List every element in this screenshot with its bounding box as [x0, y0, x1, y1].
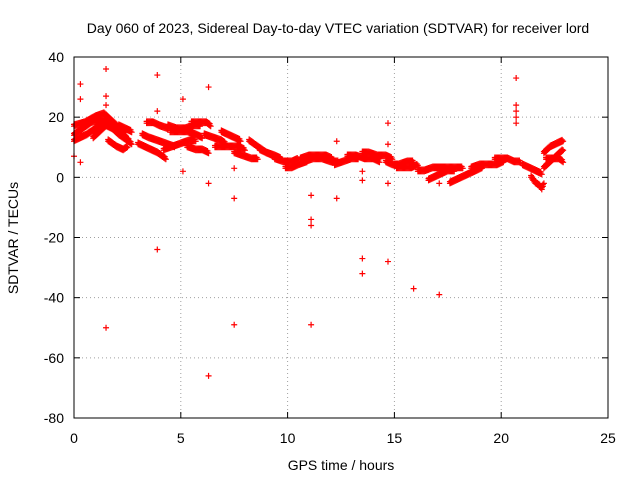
- data-point-outlier: [154, 72, 161, 79]
- data-point: [124, 144, 131, 151]
- data-point: [538, 171, 545, 178]
- data-point: [192, 138, 199, 145]
- y-tick-labels: -80 -60 -40 -20 0 20 40: [44, 49, 64, 426]
- data-point-outlier: [513, 120, 520, 127]
- y-tick-label: -20: [44, 230, 64, 246]
- data-point-outlier: [436, 291, 443, 298]
- data-point-outlier: [103, 66, 110, 73]
- y-tick-label: -40: [44, 290, 64, 306]
- data-point-outlier: [359, 270, 366, 277]
- data-point-outlier: [154, 108, 161, 115]
- data-point-outlier: [103, 93, 110, 100]
- data-point-outlier: [359, 177, 366, 184]
- x-tick-label: 15: [387, 430, 403, 446]
- data-point-outlier: [179, 168, 186, 175]
- data-point-outlier: [77, 96, 84, 103]
- data-point-outlier: [359, 168, 366, 175]
- axis-ticks: [73, 56, 609, 419]
- x-tick-label: 25: [600, 430, 616, 446]
- data-point-outlier: [308, 321, 315, 328]
- data-point-outlier: [436, 180, 443, 187]
- data-points: [71, 66, 567, 379]
- data-point-outlier: [308, 222, 315, 229]
- data-point-outlier: [103, 102, 110, 109]
- data-point: [413, 160, 420, 167]
- data-point-outlier: [205, 372, 212, 379]
- x-tick-label: 5: [177, 430, 185, 446]
- data-point: [459, 165, 466, 172]
- y-tick-label: 0: [56, 169, 64, 185]
- data-point-outlier: [231, 195, 238, 202]
- x-tick-label: 20: [493, 430, 509, 446]
- data-point-outlier: [359, 255, 366, 262]
- data-point-outlier: [77, 81, 84, 88]
- data-point-outlier: [179, 96, 186, 103]
- data-point: [560, 159, 567, 166]
- data-point: [123, 143, 130, 150]
- data-point: [199, 135, 206, 142]
- data-point: [539, 181, 546, 188]
- data-point-outlier: [231, 165, 238, 172]
- data-point: [162, 156, 169, 163]
- data-point-outlier: [333, 195, 340, 202]
- data-point: [254, 156, 261, 163]
- data-point-outlier: [205, 84, 212, 91]
- y-axis-label: SDTVAR / TECUs: [5, 182, 21, 294]
- data-point: [128, 129, 135, 136]
- data-point: [560, 147, 567, 154]
- data-point: [559, 136, 566, 143]
- data-point: [376, 159, 383, 166]
- data-point: [207, 123, 214, 130]
- data-point-outlier: [103, 324, 110, 331]
- y-tick-label: -60: [44, 350, 64, 366]
- data-point-outlier: [384, 141, 391, 148]
- data-point: [538, 184, 545, 191]
- data-point-outlier: [384, 120, 391, 127]
- data-point-outlier: [513, 75, 520, 82]
- data-point: [540, 180, 547, 187]
- data-point-outlier: [77, 159, 84, 166]
- data-point-outlier: [513, 102, 520, 109]
- data-point-outlier: [205, 180, 212, 187]
- x-axis-label: GPS time / hours: [288, 457, 395, 473]
- y-tick-label: 40: [48, 49, 64, 65]
- x-tick-labels: 0 5 10 15 20 25: [70, 430, 616, 446]
- data-point-outlier: [308, 192, 315, 199]
- data-point-outlier: [513, 108, 520, 115]
- data-point-outlier: [513, 114, 520, 121]
- data-point-outlier: [231, 321, 238, 328]
- y-tick-label: 20: [48, 109, 64, 125]
- chart-title: Day 060 of 2023, Sidereal Day-to-day VTE…: [87, 20, 589, 36]
- data-point-outlier: [384, 180, 391, 187]
- data-point-outlier: [308, 216, 315, 223]
- data-point: [237, 138, 244, 145]
- grid-lines: [74, 57, 608, 418]
- data-point: [559, 146, 566, 153]
- data-point: [205, 150, 212, 157]
- data-point: [128, 141, 135, 148]
- data-point-outlier: [154, 246, 161, 253]
- data-point: [560, 138, 567, 145]
- y-tick-label: -80: [44, 410, 64, 426]
- data-point-outlier: [410, 285, 417, 292]
- data-point-outlier: [333, 138, 340, 145]
- x-tick-label: 10: [280, 430, 296, 446]
- x-tick-label: 0: [70, 430, 78, 446]
- data-point-outlier: [384, 258, 391, 265]
